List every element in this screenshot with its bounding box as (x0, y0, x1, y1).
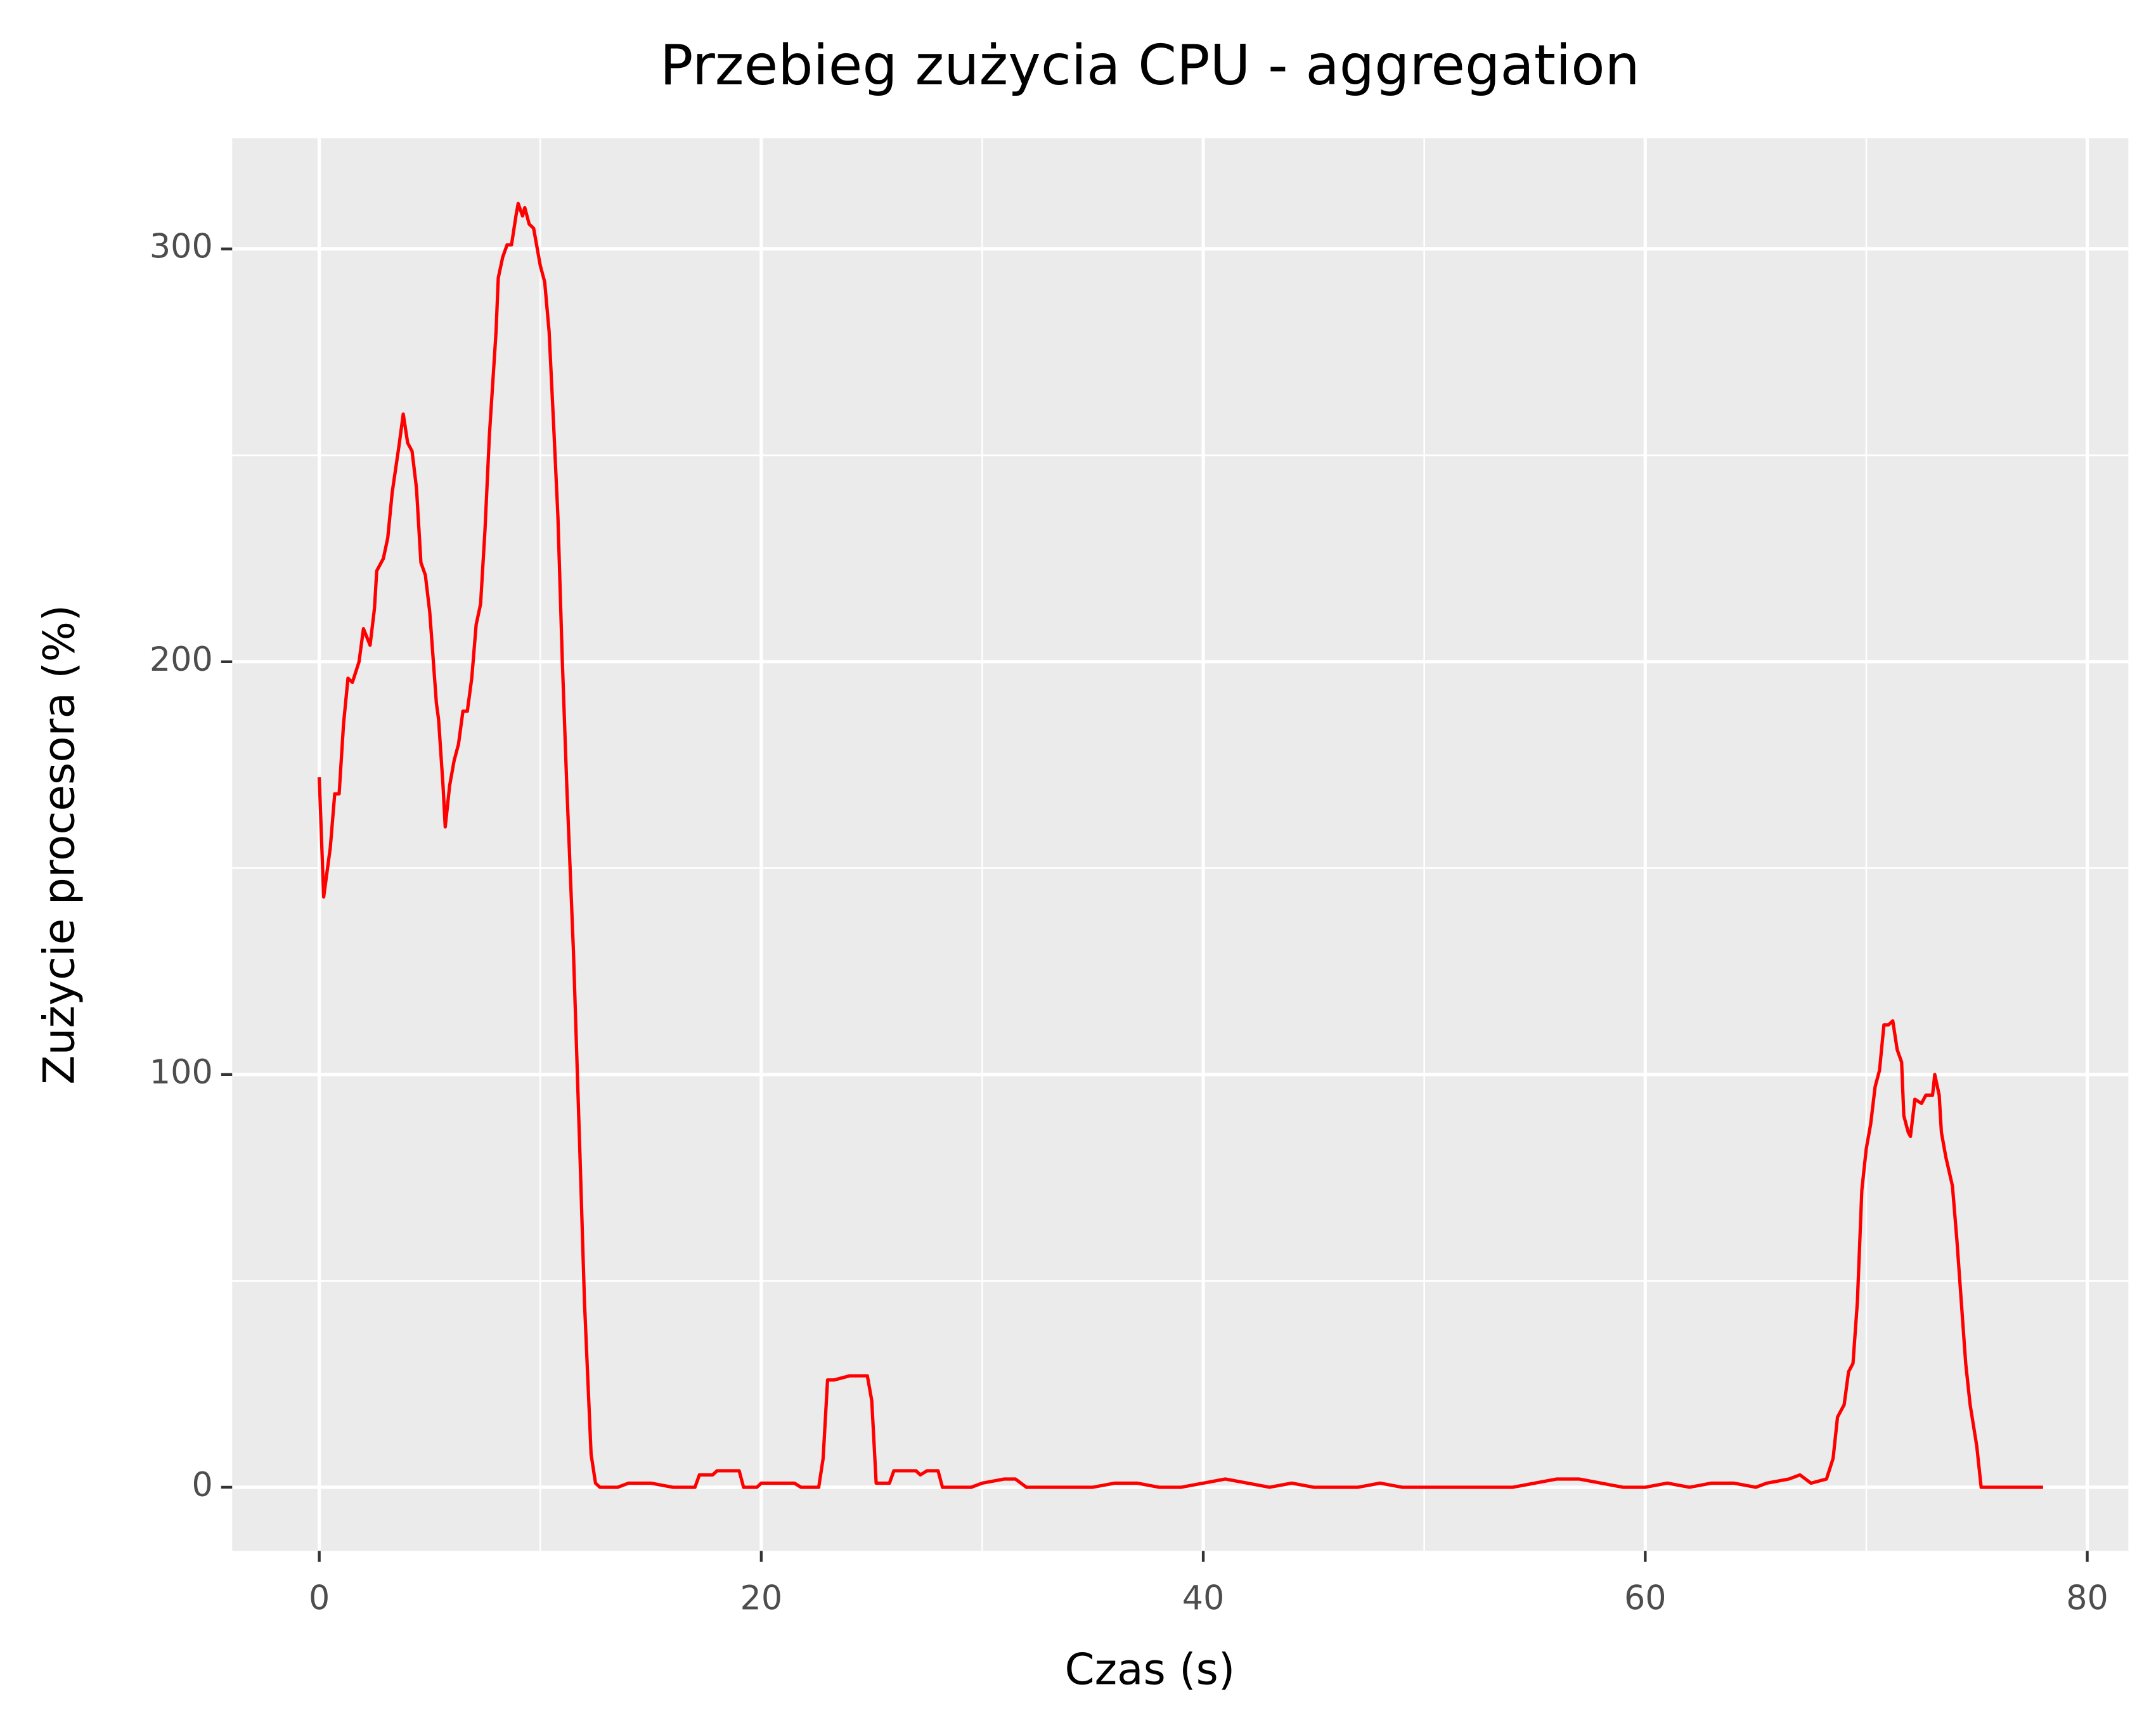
y-tick-label: 100 (150, 1053, 213, 1092)
x-tick-label: 80 (2066, 1579, 2108, 1618)
data-line (317, 202, 2043, 1489)
chart-title: Przebieg zużycia CPU - aggregation (660, 33, 1640, 98)
plot-panel (232, 138, 2129, 1551)
x-axis-label: Czas (s) (1065, 1645, 1236, 1695)
x-tick-label: 60 (1624, 1579, 1667, 1618)
x-tick-label: 40 (1182, 1579, 1225, 1618)
x-tick-label: 0 (309, 1579, 330, 1618)
labels: 0 20 40 60 80 0 100 200 300 (150, 228, 2108, 1618)
y-tick-label: 200 (150, 640, 213, 679)
marks (317, 202, 2043, 1489)
x-tick-label: 20 (740, 1579, 783, 1618)
y-tick-label: 300 (150, 228, 213, 266)
y-tick-label: 0 (191, 1466, 212, 1504)
y-axis-label: Zużycie procesora (%) (34, 605, 84, 1085)
